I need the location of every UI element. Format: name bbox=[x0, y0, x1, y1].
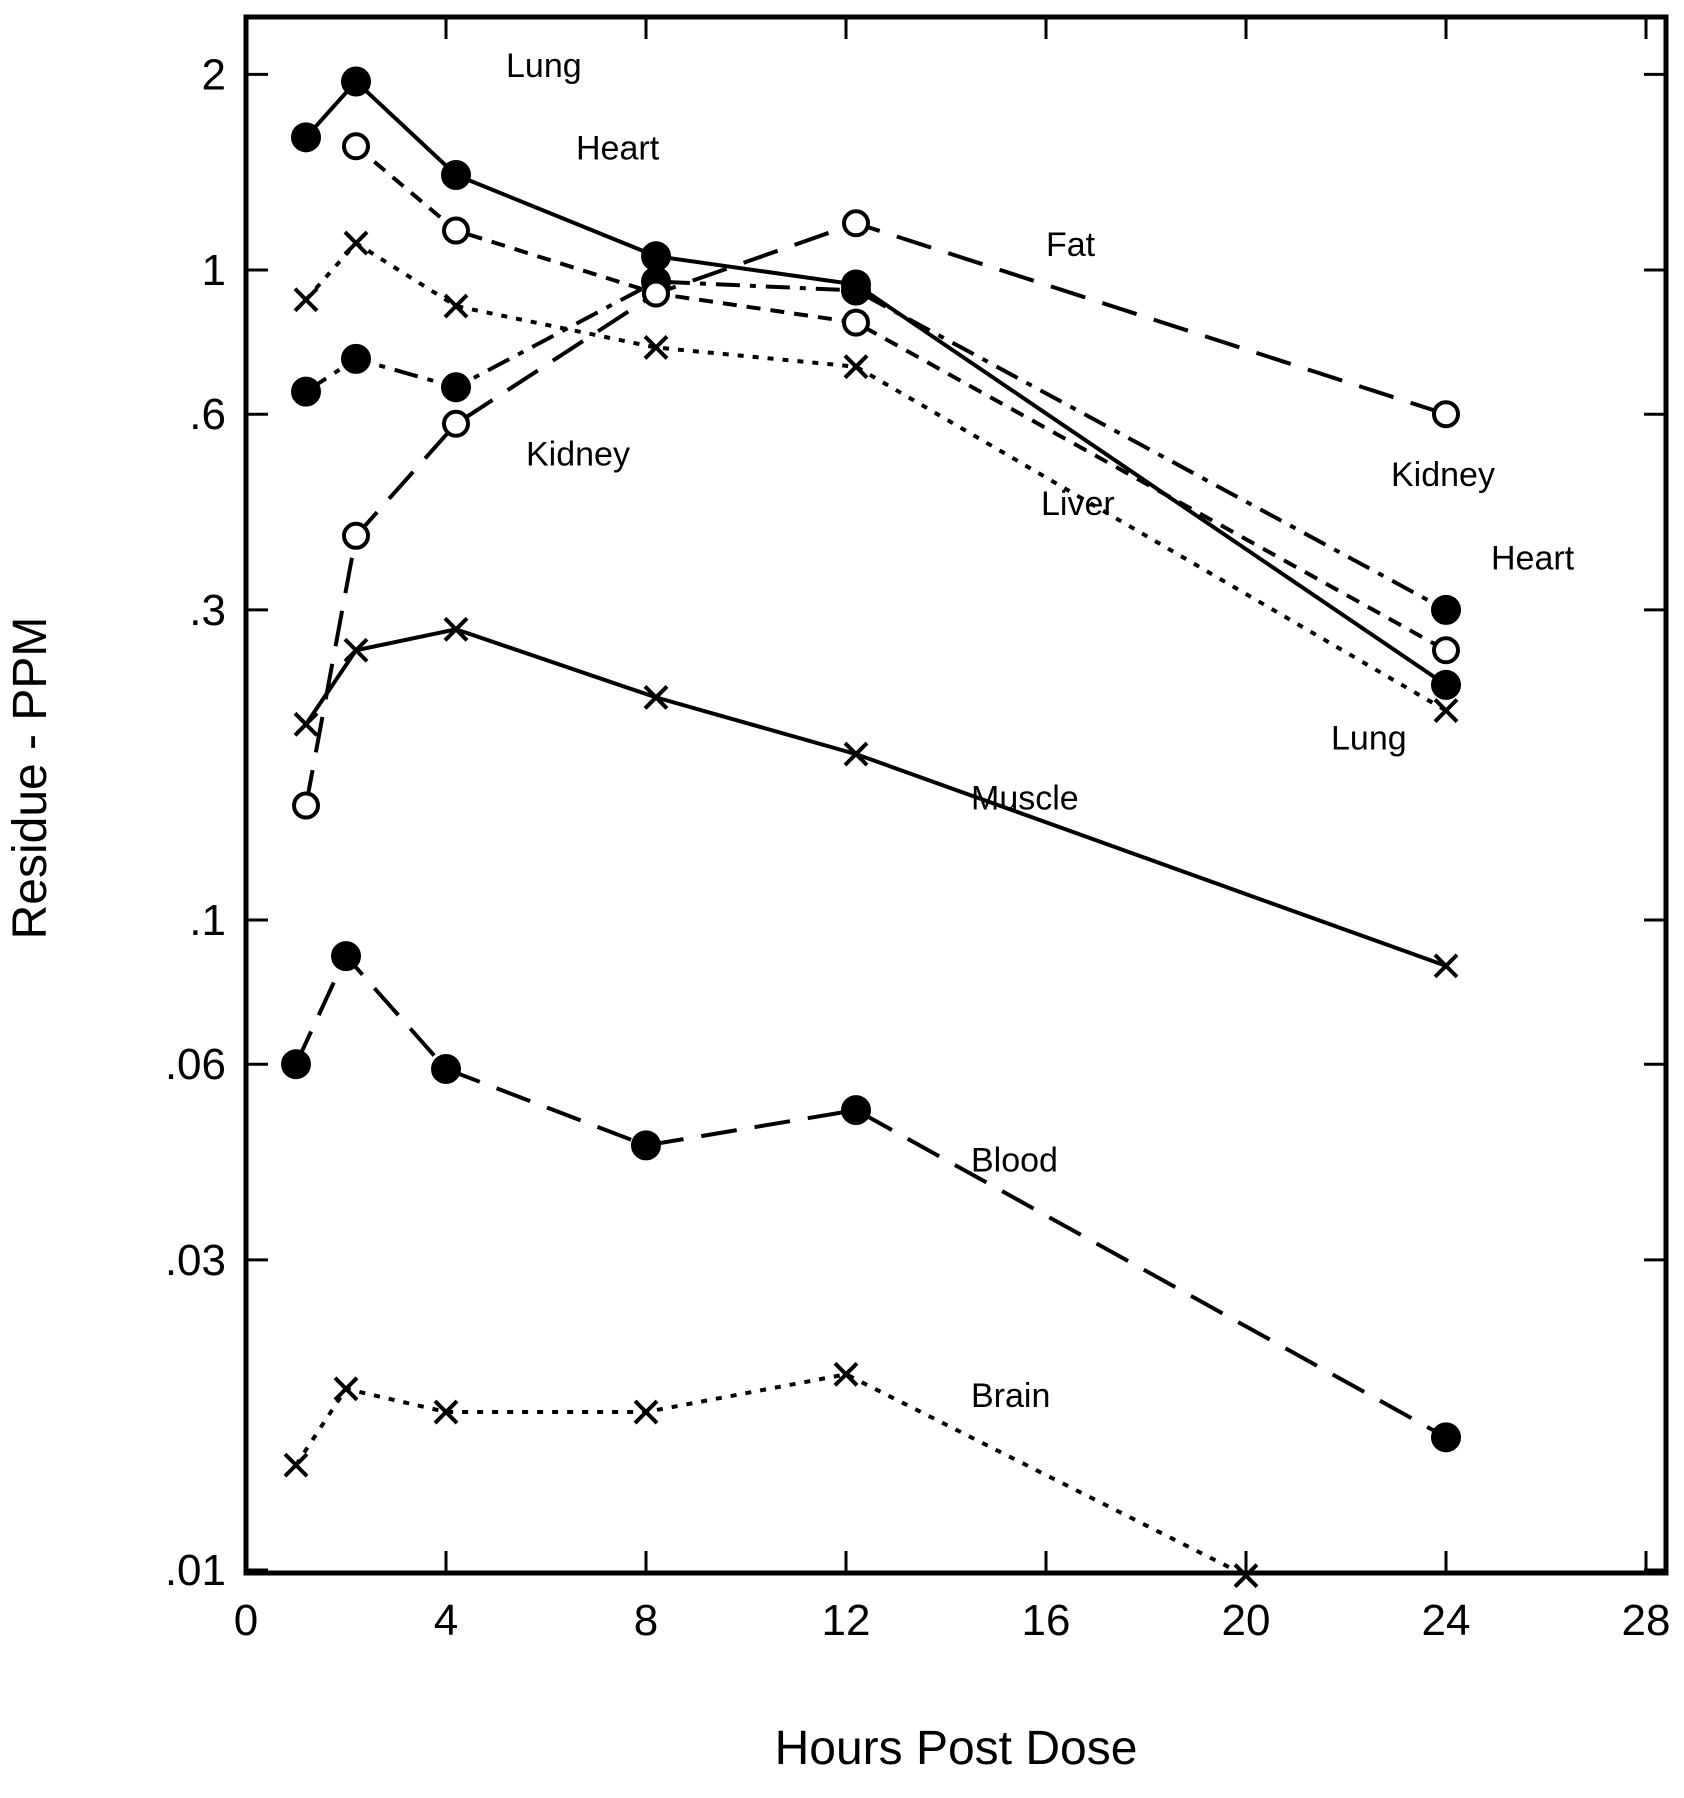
heart-series-label: Heart bbox=[576, 129, 660, 167]
blood-data-point bbox=[281, 1049, 311, 1080]
muscle-data-point bbox=[643, 685, 669, 710]
blood-data-point bbox=[431, 1053, 461, 1084]
fat-data-point bbox=[292, 791, 320, 820]
fat-data-point bbox=[842, 209, 870, 238]
x-tick-label: 20 bbox=[1222, 1596, 1271, 1645]
blood-series-line bbox=[294, 952, 1447, 1440]
muscle-series-line bbox=[304, 627, 1447, 968]
x-tick-label: 24 bbox=[1422, 1596, 1471, 1645]
muscle-data-point bbox=[443, 616, 469, 642]
brain-data-point bbox=[333, 1376, 359, 1402]
x-tick-label: 12 bbox=[822, 1596, 871, 1645]
kidney-series-label: Kidney bbox=[1391, 456, 1495, 494]
fat-series-label: Fat bbox=[1046, 226, 1096, 264]
lung-data-point bbox=[1431, 669, 1461, 700]
axis-ticks bbox=[244, 17, 1666, 1573]
kidney-series-label: Kidney bbox=[526, 436, 630, 474]
muscle-data-point bbox=[1433, 953, 1459, 979]
lung-series-label: Lung bbox=[506, 47, 582, 85]
lung-series-label: Lung bbox=[1331, 719, 1407, 757]
y-tick-labels: .01 .03 .06 .1 .3 .6 1 2 bbox=[165, 50, 226, 1595]
x-tick-label: 0 bbox=[234, 1596, 258, 1645]
liver-series-line bbox=[304, 240, 1448, 713]
heart-data-point bbox=[342, 132, 370, 161]
x-axis-title: Hours Post Dose bbox=[775, 1722, 1138, 1775]
blood-data-point bbox=[331, 941, 361, 972]
brain-data-point bbox=[283, 1452, 309, 1478]
kidney-data-point bbox=[1431, 594, 1461, 625]
heart-data-point bbox=[442, 216, 470, 245]
liver-data-point bbox=[643, 335, 669, 360]
blood-data-point bbox=[841, 1095, 871, 1126]
blood-data-point bbox=[631, 1130, 661, 1161]
lung-data-point bbox=[641, 241, 671, 272]
kidney-data-point bbox=[841, 275, 871, 306]
y-tick-label: .3 bbox=[189, 586, 226, 635]
fat-data-point bbox=[642, 279, 670, 308]
lung-series-line bbox=[304, 78, 1448, 687]
kidney-data-point bbox=[341, 343, 371, 374]
heart-data-point bbox=[1432, 636, 1460, 665]
kidney-series-line bbox=[304, 279, 1447, 612]
x-tick-labels: 0 4 8 12 16 20 24 28 bbox=[234, 1596, 1671, 1645]
muscle-data-point bbox=[343, 637, 369, 663]
x-tick-label: 28 bbox=[1622, 1596, 1671, 1645]
kidney-data-point bbox=[441, 372, 471, 403]
muscle-series-label: Muscle bbox=[971, 779, 1079, 817]
y-tick-label: .03 bbox=[165, 1236, 226, 1285]
x-tick-label: 4 bbox=[434, 1596, 458, 1645]
y-axis-title: Residue - PPM bbox=[4, 617, 57, 940]
liver-data-point bbox=[1433, 698, 1459, 723]
series-lines bbox=[294, 78, 1448, 1578]
muscle-data-point bbox=[293, 711, 319, 737]
y-tick-label: .1 bbox=[189, 896, 226, 945]
series-labels: Lung Heart Fat Kidney Liver Kidney Heart Lung Mu… bbox=[506, 47, 1575, 1415]
plot-frame bbox=[243, 14, 1669, 1576]
x-tick-label: 8 bbox=[634, 1596, 658, 1645]
lung-data-point bbox=[341, 66, 371, 97]
y-tick-label: .01 bbox=[165, 1546, 226, 1595]
fat-data-point bbox=[342, 521, 370, 550]
liver-data-point bbox=[343, 230, 369, 256]
muscle-data-point bbox=[843, 741, 869, 767]
series-markers bbox=[281, 66, 1461, 1589]
brain-data-point bbox=[633, 1399, 659, 1425]
heart-series-label: Heart bbox=[1491, 540, 1575, 578]
brain-series-label: Brain bbox=[971, 1377, 1050, 1415]
brain-data-point bbox=[833, 1361, 859, 1387]
x-tick-label: 16 bbox=[1022, 1596, 1071, 1645]
lung-data-point bbox=[441, 160, 471, 191]
lung-data-point bbox=[291, 122, 321, 153]
fat-data-point bbox=[1432, 400, 1460, 429]
blood-series-label: Blood bbox=[971, 1142, 1058, 1180]
brain-data-point bbox=[433, 1399, 459, 1425]
liver-data-point bbox=[443, 293, 469, 319]
brain-data-point bbox=[1233, 1563, 1259, 1589]
brain-series-line bbox=[294, 1372, 1247, 1578]
kidney-data-point bbox=[291, 376, 321, 407]
liver-data-point bbox=[293, 287, 319, 313]
heart-data-point bbox=[842, 308, 870, 337]
fat-series-line bbox=[304, 221, 1447, 806]
fat-data-point bbox=[442, 409, 470, 438]
blood-data-point bbox=[1431, 1422, 1461, 1453]
liver-series-label: Liver bbox=[1041, 485, 1115, 523]
liver-data-point bbox=[843, 354, 869, 380]
y-tick-label: 2 bbox=[202, 50, 226, 99]
y-tick-label: .06 bbox=[165, 1040, 226, 1089]
y-tick-label: 1 bbox=[202, 246, 226, 295]
y-tick-label: .6 bbox=[189, 390, 226, 439]
